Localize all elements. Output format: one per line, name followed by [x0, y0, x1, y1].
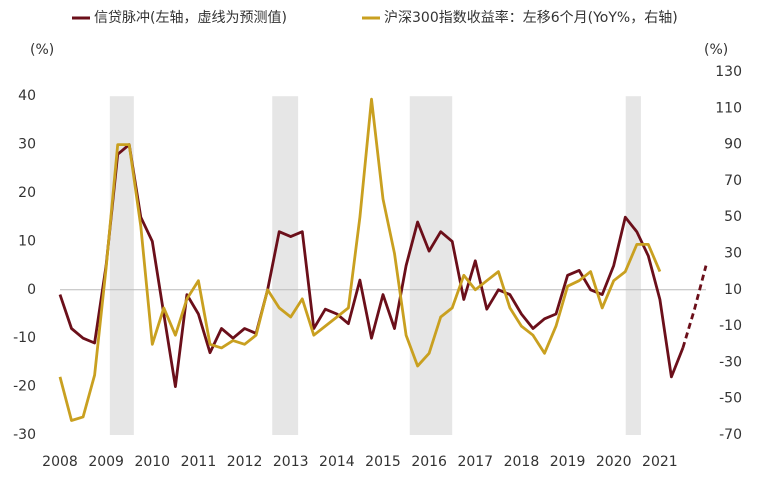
shaded-span [625, 96, 641, 435]
y2-tick-label: 130 [715, 64, 742, 80]
y2-axis-label: (%) [704, 42, 728, 58]
y2-tick-label: -10 [719, 318, 742, 334]
x-tick-label: 2010 [134, 454, 170, 470]
y2-tick-label: -50 [719, 391, 742, 407]
y-tick-label: -20 [13, 379, 36, 395]
shaded-span [272, 96, 299, 435]
y2-tick-label: 30 [724, 246, 742, 262]
x-tick-label: 2018 [504, 454, 540, 470]
x-tick-label: 2016 [411, 454, 447, 470]
x-tick-label: 2019 [550, 454, 586, 470]
y-tick-label: 40 [18, 88, 36, 104]
y-tick-label: 30 [18, 137, 36, 153]
series-line [58, 143, 685, 388]
x-tick-label: 2009 [88, 454, 124, 470]
x-tick-label: 2011 [181, 454, 217, 470]
y2-tick-label: 90 [724, 137, 742, 153]
shaded-span [409, 96, 453, 435]
forecast-line [681, 265, 708, 349]
y2-tick-label: 50 [724, 209, 742, 225]
x-tick-label: 2015 [365, 454, 401, 470]
y-tick-label: 20 [18, 185, 36, 201]
y-tick-label: -30 [13, 427, 36, 443]
y2-tick-label: 70 [724, 173, 742, 189]
x-tick-label: 2020 [596, 454, 632, 470]
y-tick-label: 10 [18, 233, 36, 249]
y2-tick-label: -30 [719, 354, 742, 370]
y-tick-label: -10 [13, 330, 36, 346]
y2-tick-label: -70 [719, 427, 742, 443]
x-tick-label: 2021 [642, 454, 678, 470]
x-tick-label: 2008 [42, 454, 78, 470]
series-line [58, 97, 662, 422]
y-tick-label: 0 [27, 282, 36, 298]
legend-label: 信贷脉冲(左轴，虚线为预测值) [94, 10, 287, 26]
x-tick-label: 2012 [227, 454, 263, 470]
x-tick-label: 2013 [273, 454, 309, 470]
legend-label: 沪深300指数收益率：左移6个月(YoY%，右轴) [384, 9, 678, 26]
y2-tick-label: 10 [724, 282, 742, 298]
y2-tick-label: 110 [715, 100, 742, 116]
x-tick-label: 2014 [319, 454, 355, 470]
x-tick-label: 2017 [457, 454, 493, 470]
y-axis-label: (%) [30, 42, 54, 58]
